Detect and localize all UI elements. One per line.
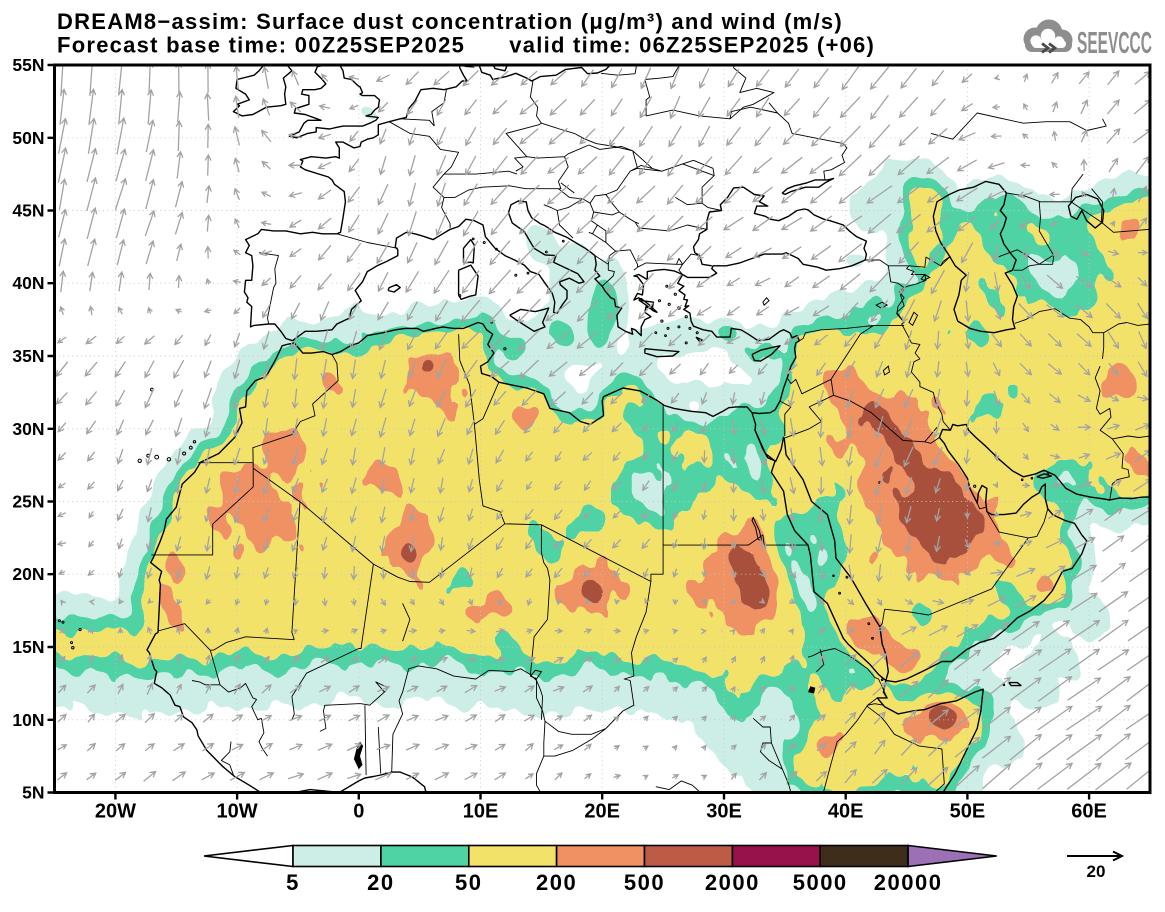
svg-text:0: 0: [353, 801, 364, 823]
svg-text:DREAM8−assim: Surface dust con: DREAM8−assim: Surface dust concentration…: [57, 9, 843, 34]
svg-text:SEEVCCC: SEEVCCC: [1077, 26, 1152, 60]
svg-text:30N: 30N: [12, 419, 44, 439]
svg-text:20W: 20W: [95, 801, 136, 823]
svg-text:5N: 5N: [22, 783, 44, 803]
svg-text:20E: 20E: [584, 801, 620, 823]
svg-text:45N: 45N: [12, 201, 44, 221]
svg-text:5: 5: [286, 870, 300, 895]
svg-text:10N: 10N: [12, 710, 44, 730]
svg-text:10W: 10W: [217, 801, 258, 823]
svg-text:50N: 50N: [12, 128, 44, 148]
svg-text:200: 200: [536, 870, 577, 895]
svg-text:40E: 40E: [828, 801, 864, 823]
svg-text:40N: 40N: [12, 273, 44, 293]
svg-text:60E: 60E: [1071, 801, 1107, 823]
svg-text:25N: 25N: [12, 492, 44, 512]
svg-text:2000: 2000: [705, 870, 760, 895]
svg-text:50E: 50E: [950, 801, 986, 823]
svg-text:20: 20: [367, 870, 394, 895]
svg-text:35N: 35N: [12, 346, 44, 366]
svg-text:15N: 15N: [12, 637, 44, 657]
svg-text:10E: 10E: [463, 801, 499, 823]
svg-text:20: 20: [1087, 862, 1106, 881]
svg-text:500: 500: [624, 870, 665, 895]
svg-text:20000: 20000: [874, 870, 943, 895]
svg-text:50: 50: [455, 870, 482, 895]
svg-text:55N: 55N: [12, 55, 44, 75]
svg-text:Forecast base time: 00Z25SEP20: Forecast base time: 00Z25SEP2025 valid t…: [57, 33, 875, 58]
svg-text:30E: 30E: [706, 801, 742, 823]
svg-text:20N: 20N: [12, 564, 44, 584]
svg-text:5000: 5000: [793, 870, 848, 895]
